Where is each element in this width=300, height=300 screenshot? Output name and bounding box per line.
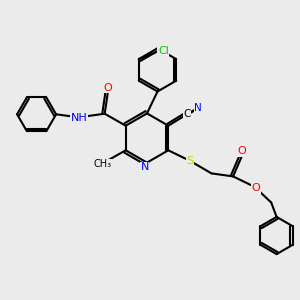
Text: N: N <box>194 103 202 113</box>
Text: O: O <box>237 146 246 157</box>
Text: NH: NH <box>70 113 87 123</box>
Text: O: O <box>251 183 260 193</box>
Text: Cl: Cl <box>158 46 169 56</box>
Text: C: C <box>183 109 190 119</box>
Text: CH₃: CH₃ <box>94 159 112 170</box>
Text: N: N <box>140 162 149 172</box>
Text: S: S <box>186 156 194 166</box>
Text: O: O <box>103 83 112 93</box>
